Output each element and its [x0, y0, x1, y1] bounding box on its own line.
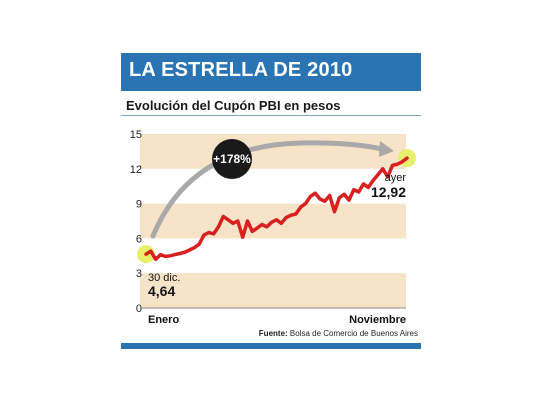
change-badge-label: +178% — [213, 152, 251, 166]
y-tick-label: 15 — [130, 129, 142, 141]
x-label-start: Enero — [148, 314, 179, 326]
y-tick-label: 6 — [136, 233, 142, 245]
growth-arrow — [150, 140, 385, 239]
growth-arrow-head — [379, 141, 394, 157]
source-note: Fuente: Bolsa de Comercio de Buenos Aire… — [259, 329, 418, 338]
y-tick-label: 0 — [136, 303, 142, 315]
end-annotation-label: ayer — [385, 172, 407, 184]
y-tick-label: 12 — [130, 164, 142, 176]
change-badge — [212, 139, 252, 179]
title-banner: LA ESTRELLA DE 2010 — [121, 53, 421, 91]
start-annotation-value: 4,64 — [148, 283, 175, 299]
chart-title: Evolución del Cupón PBI en pesos — [126, 98, 341, 113]
band-2 — [140, 273, 406, 308]
y-tick-label: 9 — [136, 199, 142, 211]
page-title: LA ESTRELLA DE 2010 — [129, 59, 353, 81]
y-axis-ticks: 15 12 9 6 3 0 — [130, 129, 142, 315]
series-line — [144, 156, 409, 262]
end-annotation-value: 12,92 — [371, 184, 406, 200]
source-label: Fuente: — [258, 329, 288, 338]
source-text: Bolsa de Comercio de Buenos Aires — [289, 329, 418, 338]
x-label-end: Noviembre — [349, 314, 406, 326]
divider — [121, 115, 421, 116]
bottom-bar — [121, 343, 421, 349]
start-annotation-label: 30 dic. — [148, 272, 180, 284]
band-0 — [140, 134, 406, 169]
y-tick-label: 3 — [136, 268, 142, 280]
